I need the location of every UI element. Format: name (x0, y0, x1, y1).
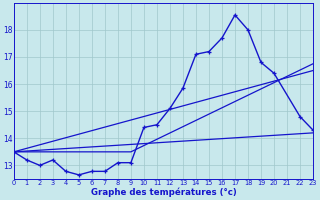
X-axis label: Graphe des températures (°c): Graphe des températures (°c) (91, 188, 236, 197)
